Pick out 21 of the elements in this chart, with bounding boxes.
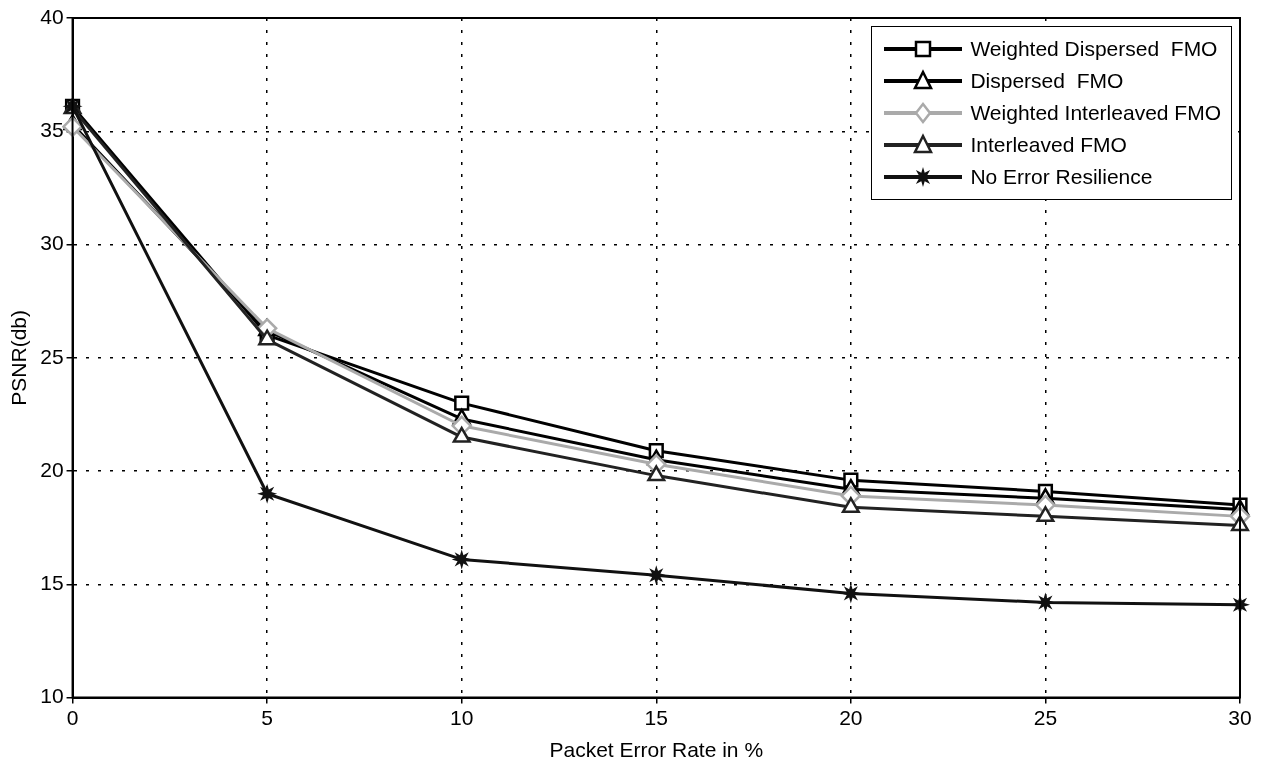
x-tick-label: 5 xyxy=(261,706,273,729)
x-tick-label: 0 xyxy=(66,706,79,729)
y-tick-label: 25 xyxy=(40,344,64,368)
x-axis-title: Packet Error Rate in % xyxy=(549,738,764,762)
x-tick-label: 25 xyxy=(1033,706,1058,729)
legend-label: Weighted Dispersed FMO xyxy=(970,36,1218,62)
y-tick-label: 20 xyxy=(40,457,64,481)
y-tick-label: 15 xyxy=(40,571,64,595)
y-tick-label: 40 xyxy=(40,4,64,28)
legend-label: No Error Resilience xyxy=(970,164,1153,190)
legend-label: Dispersed FMO xyxy=(970,68,1124,94)
x-tick-label: 30 xyxy=(1228,706,1252,729)
y-tick-label: 30 xyxy=(40,231,64,255)
x-tick-label: 20 xyxy=(839,706,863,729)
legend-label: Weighted Interleaved FMO xyxy=(970,100,1221,126)
y-axis-title: PSNR(db) xyxy=(7,309,31,406)
y-tick-label: 35 xyxy=(40,118,64,142)
y-tick-label: 10 xyxy=(40,684,64,708)
legend-label: Interleaved FMO xyxy=(970,132,1127,158)
x-tick-label: 15 xyxy=(644,706,668,729)
x-tick-label: 10 xyxy=(450,706,474,729)
